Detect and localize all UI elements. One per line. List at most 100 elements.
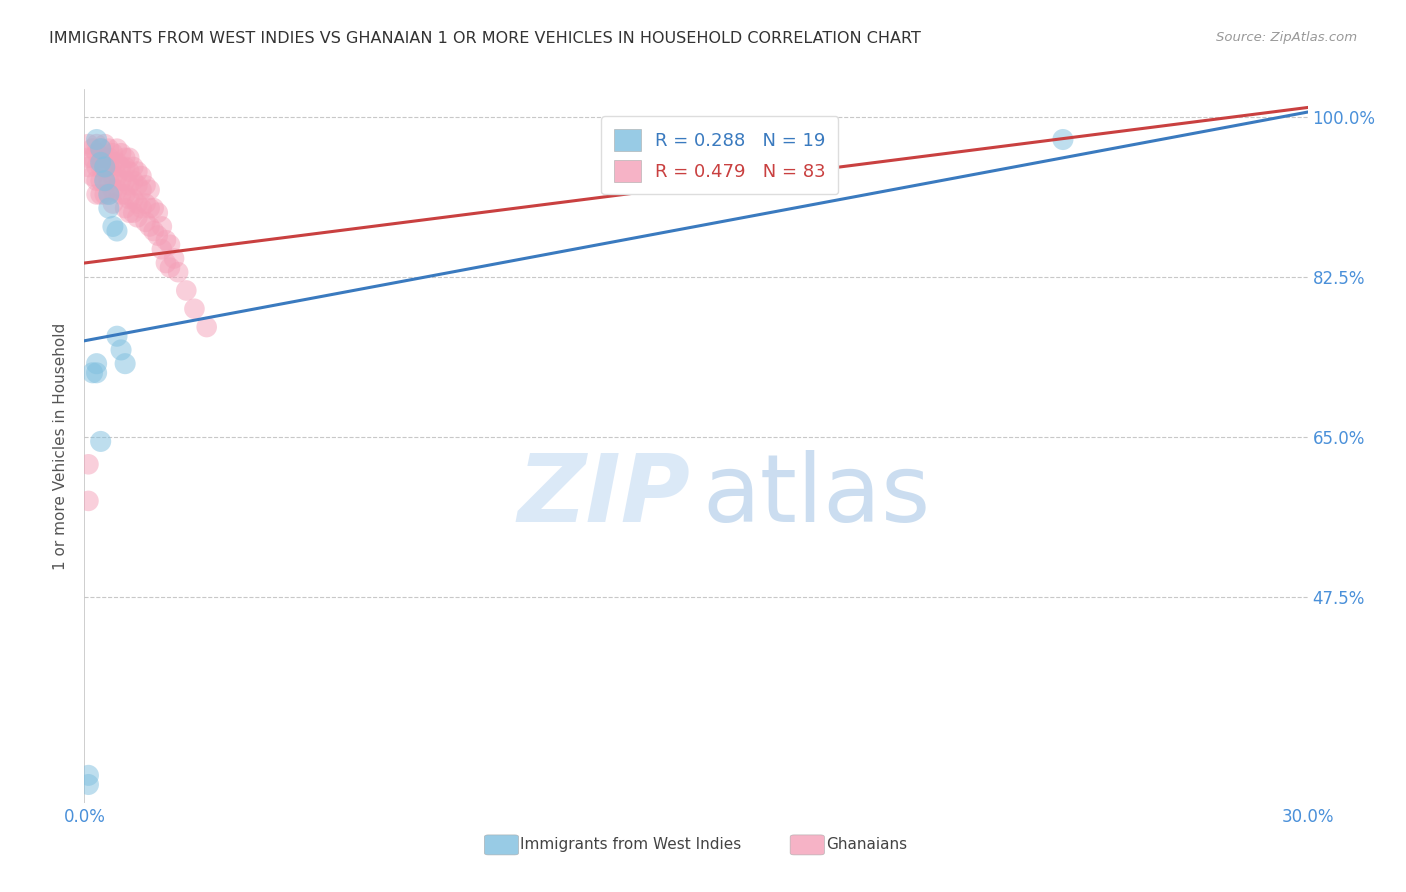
- Point: [118, 192, 141, 206]
- FancyBboxPatch shape: [484, 835, 519, 855]
- Text: Immigrants from West Indies: Immigrants from West Indies: [520, 837, 741, 852]
- Point: [86, 357, 108, 371]
- Point: [101, 196, 124, 211]
- Point: [77, 137, 100, 152]
- Point: [82, 142, 104, 156]
- Point: [90, 155, 112, 169]
- Point: [86, 174, 108, 188]
- Point: [167, 265, 190, 279]
- Point: [183, 301, 205, 316]
- Point: [93, 160, 115, 174]
- FancyBboxPatch shape: [790, 835, 824, 855]
- Point: [138, 201, 160, 215]
- Point: [142, 201, 165, 215]
- Point: [97, 187, 120, 202]
- Point: [159, 260, 181, 275]
- Legend: R = 0.288   N = 19, R = 0.479   N = 83: R = 0.288 N = 19, R = 0.479 N = 83: [600, 116, 838, 194]
- Point: [90, 434, 112, 449]
- Point: [114, 201, 136, 215]
- Text: ZIP: ZIP: [517, 450, 690, 542]
- Point: [127, 211, 149, 225]
- Point: [82, 366, 104, 380]
- Point: [118, 151, 141, 165]
- Point: [93, 160, 115, 174]
- Point: [131, 169, 153, 183]
- Text: IMMIGRANTS FROM WEST INDIES VS GHANAIAN 1 OR MORE VEHICLES IN HOUSEHOLD CORRELAT: IMMIGRANTS FROM WEST INDIES VS GHANAIAN …: [49, 31, 921, 46]
- Point: [101, 146, 124, 161]
- Point: [114, 187, 136, 202]
- Point: [86, 160, 108, 174]
- Point: [131, 201, 153, 215]
- Point: [146, 228, 169, 243]
- Point: [138, 183, 160, 197]
- Point: [131, 183, 153, 197]
- Point: [105, 329, 128, 343]
- Text: Source: ZipAtlas.com: Source: ZipAtlas.com: [1216, 31, 1357, 45]
- Point: [90, 151, 112, 165]
- Point: [77, 777, 100, 791]
- Point: [101, 219, 124, 234]
- Point: [105, 183, 128, 197]
- Point: [97, 151, 120, 165]
- Point: [105, 224, 128, 238]
- Point: [86, 187, 108, 202]
- Point: [118, 178, 141, 193]
- Point: [105, 155, 128, 169]
- Point: [127, 178, 149, 193]
- Y-axis label: 1 or more Vehicles in Household: 1 or more Vehicles in Household: [53, 322, 69, 570]
- Point: [105, 169, 128, 183]
- Point: [118, 205, 141, 219]
- Point: [138, 219, 160, 234]
- Point: [77, 768, 100, 782]
- Point: [93, 137, 115, 152]
- Point: [90, 174, 112, 188]
- Point: [122, 192, 145, 206]
- Point: [146, 205, 169, 219]
- Point: [110, 174, 132, 188]
- Point: [90, 142, 112, 156]
- Point: [93, 174, 115, 188]
- Text: Ghanaians: Ghanaians: [825, 837, 907, 852]
- Point: [77, 151, 100, 165]
- Point: [122, 205, 145, 219]
- Point: [97, 187, 120, 202]
- Point: [174, 284, 197, 298]
- Point: [150, 242, 173, 256]
- Point: [1052, 132, 1074, 146]
- Point: [135, 178, 157, 193]
- Text: atlas: atlas: [702, 450, 931, 542]
- Point: [97, 201, 120, 215]
- Point: [77, 458, 100, 472]
- Point: [97, 142, 120, 156]
- Point: [135, 215, 157, 229]
- Point: [101, 169, 124, 183]
- Point: [101, 183, 124, 197]
- Point: [77, 494, 100, 508]
- Point: [93, 151, 115, 165]
- Point: [110, 187, 132, 202]
- Point: [101, 155, 124, 169]
- Point: [93, 174, 115, 188]
- Point: [93, 187, 115, 202]
- Point: [155, 256, 177, 270]
- Point: [127, 196, 149, 211]
- Point: [163, 252, 186, 266]
- Point: [110, 160, 132, 174]
- Point: [110, 146, 132, 161]
- Point: [118, 164, 141, 178]
- Point: [82, 151, 104, 165]
- Point: [105, 142, 128, 156]
- Point: [86, 146, 108, 161]
- Point: [114, 151, 136, 165]
- Point: [142, 224, 165, 238]
- Point: [110, 343, 132, 357]
- Point: [86, 366, 108, 380]
- Point: [135, 196, 157, 211]
- Point: [86, 132, 108, 146]
- Point: [195, 320, 218, 334]
- Point: [122, 160, 145, 174]
- Point: [77, 160, 100, 174]
- Point: [114, 174, 136, 188]
- Point: [114, 160, 136, 174]
- Point: [90, 187, 112, 202]
